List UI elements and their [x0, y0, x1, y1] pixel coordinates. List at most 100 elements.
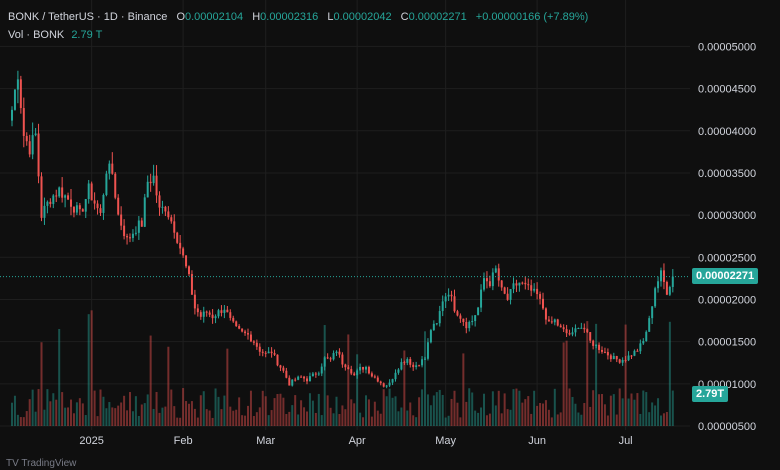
- candle-body: [485, 278, 488, 282]
- symbol-title[interactable]: BONK / TetherUS · 1D · Binance: [8, 11, 168, 23]
- candle-body: [424, 358, 426, 360]
- candle-body: [344, 364, 347, 368]
- volume-bar: [471, 392, 474, 426]
- candle-body: [99, 208, 102, 213]
- candle-body: [435, 323, 438, 325]
- volume-bar: [654, 405, 657, 426]
- candle-body: [276, 354, 279, 366]
- candle-body: [506, 293, 509, 300]
- candle-body: [11, 109, 13, 121]
- candle-body: [580, 327, 583, 329]
- volume-bar: [220, 409, 223, 426]
- candle-body: [444, 296, 447, 302]
- candle-body: [403, 362, 406, 364]
- candle-body: [270, 351, 273, 354]
- volume-bar: [527, 396, 530, 426]
- price-chart[interactable]: [0, 0, 690, 430]
- candle-body: [370, 373, 373, 377]
- candle-body: [238, 326, 241, 329]
- volume-bar: [255, 412, 258, 426]
- time-axis[interactable]: 2025 Feb Mar Apr May Jun Jul: [0, 430, 690, 450]
- tradingview-logo: TV TradingView: [6, 458, 77, 469]
- volume-bar: [633, 399, 636, 426]
- candle-body: [220, 310, 223, 313]
- candle-body: [382, 383, 385, 387]
- volume-bar: [49, 401, 52, 426]
- candle-body: [642, 341, 645, 344]
- volume-bar: [370, 416, 373, 426]
- candle-body: [589, 332, 592, 341]
- candle-body: [441, 301, 444, 312]
- volume-bar: [25, 411, 28, 426]
- volume-bar: [515, 388, 518, 426]
- volume-bar: [544, 400, 547, 426]
- volume-bar: [202, 391, 205, 426]
- volume-bar: [149, 335, 152, 426]
- candle-body: [468, 321, 471, 329]
- volume-bar: [291, 405, 294, 426]
- volume-bar: [415, 417, 418, 426]
- volume-bar: [512, 389, 515, 426]
- low-value: 0.00002042: [333, 11, 392, 23]
- volume-bar: [562, 342, 565, 426]
- volume-bar: [367, 399, 370, 426]
- candle-body: [391, 379, 394, 383]
- candle-body: [668, 286, 671, 295]
- candle-body: [308, 376, 311, 382]
- candle-body: [235, 321, 238, 327]
- candle-body: [373, 376, 376, 378]
- candle-body: [621, 359, 624, 363]
- volume-bar: [580, 414, 583, 426]
- volume-bar: [648, 412, 651, 426]
- volume-bar: [365, 395, 367, 426]
- y-tick-label: 0.00003500: [698, 168, 756, 180]
- candle-body: [512, 283, 515, 290]
- candle-body: [13, 89, 16, 110]
- volume-label[interactable]: Vol · BONK: [8, 29, 65, 41]
- volume-bar: [87, 314, 90, 426]
- candle-body: [450, 294, 453, 297]
- volume-bar: [524, 399, 527, 426]
- high-label: H: [252, 11, 261, 23]
- candle-body: [291, 379, 294, 386]
- volume-bar: [500, 413, 503, 426]
- price-axis[interactable]: 0.00005000 0.00004500 0.00004000 0.00003500…: [690, 0, 780, 430]
- candle-body: [252, 341, 255, 343]
- candle-body: [170, 217, 173, 222]
- candle-body: [155, 175, 158, 196]
- volume-bar: [645, 392, 648, 426]
- volume-bar: [657, 398, 660, 426]
- volume-bar: [412, 415, 415, 426]
- candle-body: [223, 309, 226, 313]
- volume-bar: [601, 394, 603, 426]
- volume-bar: [99, 389, 102, 426]
- volume-bar: [338, 413, 341, 426]
- volume-bar: [131, 411, 134, 426]
- volume-bar: [397, 411, 400, 426]
- candle-body: [606, 352, 609, 356]
- candle-body: [359, 366, 362, 371]
- candle-body: [338, 351, 341, 355]
- candle-body: [149, 181, 152, 184]
- volume-bar: [406, 410, 409, 426]
- y-tick-label: 0.00002500: [698, 252, 756, 264]
- candle-body: [311, 373, 314, 377]
- candle-body: [350, 369, 353, 374]
- volume-bar: [270, 410, 273, 426]
- candle-body: [568, 333, 571, 335]
- volume-bar: [565, 340, 568, 426]
- candle-body: [471, 321, 474, 323]
- volume-bar: [158, 412, 161, 426]
- candle-body: [438, 311, 441, 324]
- volume-bar: [394, 396, 397, 426]
- candle-body: [161, 206, 164, 208]
- volume-bar: [530, 413, 533, 426]
- volume-bar: [323, 325, 326, 426]
- volume-bar: [612, 394, 615, 426]
- candle-body: [618, 359, 621, 363]
- candle-body: [72, 206, 75, 213]
- volume-bar: [170, 389, 173, 426]
- candle-body: [64, 195, 67, 198]
- candle-body: [388, 382, 391, 386]
- volume-bar: [642, 390, 645, 426]
